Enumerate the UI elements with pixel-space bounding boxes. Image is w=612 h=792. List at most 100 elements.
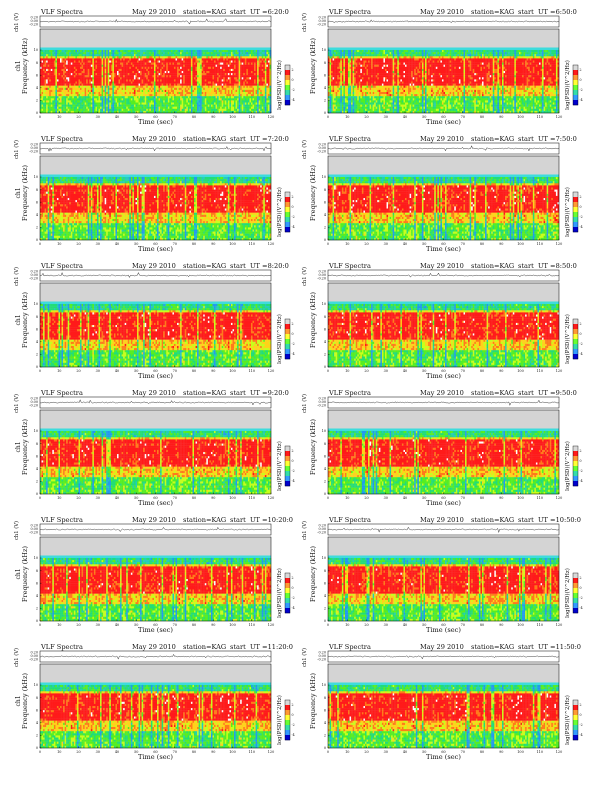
- time-tick-label: 100: [517, 623, 523, 627]
- colorbar-segment: [285, 227, 290, 233]
- colorbar-segment: [285, 451, 290, 457]
- freq-tick-label: 6: [36, 73, 38, 77]
- time-tick-label: 40: [115, 496, 119, 500]
- panel-header-ut: UT =11:20:0: [250, 643, 293, 651]
- waveform-tick-label: 0.20: [30, 524, 38, 528]
- freq-tick-label: 10: [34, 429, 38, 433]
- time-tick-label: 120: [268, 242, 274, 246]
- panel-header-left: VLF Spectra: [328, 516, 371, 524]
- waveform-frame: [327, 523, 560, 536]
- waveform-tick-label: 0.00: [30, 527, 38, 531]
- freq-tick-label: 0: [324, 111, 326, 115]
- colorbar-segment: [285, 461, 290, 467]
- waveform-tick-label: 0.00: [30, 19, 38, 23]
- colorbar: [284, 64, 291, 106]
- time-tick-label: 50: [134, 242, 138, 246]
- waveform-tick-label: -0.20: [29, 531, 38, 535]
- waveform-tick-label: 0.00: [318, 654, 326, 658]
- time-tick-label: 50: [422, 115, 426, 119]
- spectrogram-panel: VLF Spectra May 29 2010 station=KAG start UT…: [12, 261, 298, 388]
- colorbar-tick-label: -4: [580, 225, 583, 229]
- freq-ylabel-prefix: ch1: [15, 187, 22, 198]
- colorbar-tick-label: -2: [292, 469, 295, 473]
- colorbar-segment: [285, 446, 290, 452]
- waveform-ylabel: ch1 (V): [13, 13, 20, 32]
- colorbar-segment: [573, 329, 578, 335]
- time-tick-label: 40: [403, 623, 407, 627]
- colorbar-segment: [285, 598, 290, 604]
- time-tick-label: 110: [537, 750, 543, 754]
- time-tick-label: 40: [115, 623, 119, 627]
- colorbar-segment: [285, 481, 290, 487]
- colorbar-tick-label: 2: [292, 195, 294, 199]
- time-tick-label: 50: [422, 242, 426, 246]
- waveform-frame: [39, 15, 272, 28]
- freq-tick-label: 6: [324, 581, 326, 585]
- time-xlabel: Time (sec): [426, 753, 461, 761]
- freq-tick-label: 10: [322, 556, 326, 560]
- colorbar-tick-label: -2: [292, 723, 295, 727]
- freq-tick-label: 10: [322, 48, 326, 52]
- colorbar-segment: [573, 354, 578, 360]
- colorbar-tick-label: 0: [580, 586, 582, 590]
- colorbar-tick-label: -4: [580, 606, 583, 610]
- time-tick-label: 90: [499, 496, 503, 500]
- colorbar-tick-label: 2: [580, 576, 582, 580]
- colorbar-segment: [573, 588, 578, 594]
- waveform-frame: [39, 650, 272, 663]
- freq-tick-label: 8: [324, 188, 326, 192]
- time-tick-label: 80: [480, 750, 484, 754]
- freq-ylabel: Frequency (kHz): [309, 546, 317, 603]
- freq-tick-label: 10: [34, 175, 38, 179]
- time-tick-label: 70: [173, 623, 177, 627]
- freq-tick-label: 0: [324, 238, 326, 242]
- time-tick-label: 10: [57, 242, 61, 246]
- time-tick-label: 120: [556, 496, 562, 500]
- colorbar-tick-label: 0: [292, 332, 294, 336]
- time-tick-label: 90: [499, 369, 503, 373]
- panel-header-start: start: [230, 8, 246, 16]
- time-xlabel: Time (sec): [138, 626, 173, 634]
- colorbar: [572, 191, 579, 233]
- time-tick-label: 40: [403, 242, 407, 246]
- spectrogram-panel: VLF Spectra May 29 2010 station=KAG start UT…: [300, 7, 586, 134]
- spectrogram-panel: VLF Spectra May 29 2010 station=KAG start UT…: [300, 388, 586, 515]
- colorbar-segment: [285, 202, 290, 208]
- panel-header-start: start: [518, 135, 534, 143]
- colorbar-tick-label: 2: [292, 703, 294, 707]
- time-tick-label: 60: [153, 115, 157, 119]
- panel-header-station: station=KAG: [471, 135, 514, 143]
- colorbar-tick-label: -4: [580, 733, 583, 737]
- colorbar-segment: [285, 573, 290, 579]
- panel-header-start: start: [518, 643, 534, 651]
- waveform-ylabel: ch1 (V): [301, 648, 308, 667]
- colorbar-segment: [285, 349, 290, 355]
- waveform-tick-label: 0.00: [30, 146, 38, 150]
- freq-tick-label: 2: [36, 226, 38, 230]
- panel-header-date: May 29 2010: [420, 389, 464, 397]
- spectrogram-heatmap: [40, 156, 272, 241]
- time-tick-label: 10: [57, 496, 61, 500]
- panel-header-left: VLF Spectra: [328, 8, 371, 16]
- panel-header-start: start: [518, 262, 534, 270]
- freq-tick-label: 6: [324, 73, 326, 77]
- colorbar-label: log(PSD)(V^2/Hz): [564, 60, 571, 110]
- time-tick-label: 70: [461, 115, 465, 119]
- time-tick-label: 40: [115, 115, 119, 119]
- panel-header-date: May 29 2010: [132, 262, 176, 270]
- time-tick-label: 50: [134, 115, 138, 119]
- freq-tick-label: 2: [36, 480, 38, 484]
- panel-header-left: VLF Spectra: [328, 262, 371, 270]
- waveform-tick-label: -0.20: [29, 150, 38, 154]
- time-tick-label: 70: [173, 750, 177, 754]
- time-tick-label: 40: [115, 242, 119, 246]
- freq-tick-label: 6: [36, 708, 38, 712]
- waveform-line: [327, 655, 560, 660]
- colorbar-segment: [573, 451, 578, 457]
- time-tick-label: 90: [211, 623, 215, 627]
- time-tick-label: 120: [556, 115, 562, 119]
- colorbar-segment: [285, 710, 290, 716]
- freq-tick-label: 0: [36, 492, 38, 496]
- colorbar-segment: [285, 192, 290, 198]
- freq-ylabel: Frequency (kHz): [309, 165, 317, 222]
